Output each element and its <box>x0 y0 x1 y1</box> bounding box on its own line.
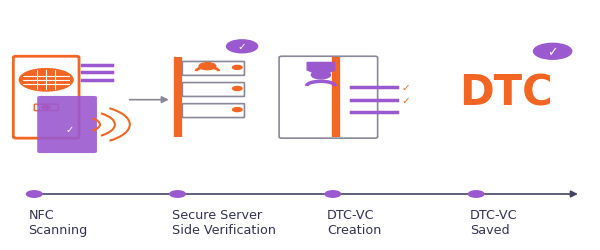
Text: Secure Server
Side Verification: Secure Server Side Verification <box>172 208 275 236</box>
FancyBboxPatch shape <box>182 83 244 97</box>
FancyBboxPatch shape <box>182 62 244 76</box>
Text: ✓: ✓ <box>402 83 410 93</box>
Circle shape <box>19 69 73 92</box>
Circle shape <box>227 41 257 54</box>
Text: ✓: ✓ <box>238 42 247 52</box>
Text: ✓: ✓ <box>547 46 558 59</box>
Text: DTC: DTC <box>459 72 553 114</box>
Circle shape <box>533 44 572 60</box>
Circle shape <box>170 191 185 198</box>
FancyBboxPatch shape <box>13 57 79 138</box>
Circle shape <box>233 108 242 112</box>
FancyBboxPatch shape <box>279 57 377 138</box>
Text: DTC-VC
Creation: DTC-VC Creation <box>327 208 381 236</box>
Circle shape <box>233 87 242 91</box>
Circle shape <box>233 66 242 70</box>
Text: ✓: ✓ <box>66 125 74 135</box>
Polygon shape <box>307 63 335 77</box>
Text: ✓: ✓ <box>402 95 410 105</box>
Circle shape <box>199 64 216 70</box>
Circle shape <box>311 72 331 80</box>
Circle shape <box>469 191 484 198</box>
FancyBboxPatch shape <box>182 104 244 118</box>
Text: DTC-VC
Saved: DTC-VC Saved <box>470 208 518 236</box>
FancyBboxPatch shape <box>34 105 58 111</box>
Text: NFC
Scanning: NFC Scanning <box>28 208 88 236</box>
Circle shape <box>325 191 341 198</box>
Circle shape <box>26 191 42 198</box>
FancyBboxPatch shape <box>37 96 97 154</box>
Circle shape <box>42 106 50 110</box>
